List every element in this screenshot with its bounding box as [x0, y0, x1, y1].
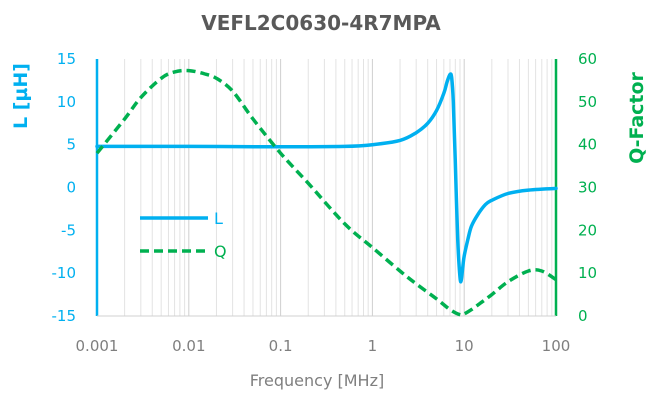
y-axis-left-label: L [µH] — [10, 63, 32, 129]
legend-label-q: Q — [214, 242, 227, 261]
series-lines — [95, 68, 558, 317]
y-left-tick-label: -15 — [52, 307, 77, 325]
y-left-tick-label: 10 — [57, 93, 76, 111]
chart-title: VEFL2C0630-4R7MPA — [201, 11, 441, 35]
legend: LQ — [140, 209, 227, 261]
x-tick-label: 1 — [368, 337, 378, 355]
series-line-q — [95, 68, 557, 317]
y-right-tick-label: 20 — [578, 221, 597, 239]
y-left-tick-label: -10 — [52, 264, 77, 282]
legend-label-l: L — [214, 209, 223, 228]
series-line-l — [95, 72, 558, 284]
x-tick-label: 100 — [542, 337, 571, 355]
y-right-tick-label: 10 — [578, 264, 597, 282]
y-left-tick-label: 5 — [66, 136, 76, 154]
y-right-tick-label: 40 — [578, 136, 597, 154]
y-axis-right-label: Q-Factor — [626, 71, 648, 163]
x-tick-label: 0.01 — [172, 337, 205, 355]
y-right-tick-label: 30 — [578, 179, 597, 197]
x-tick-label: 0.1 — [269, 337, 293, 355]
y-right-tick-label: 0 — [578, 307, 588, 325]
x-axis-label: Frequency [MHz] — [250, 371, 384, 390]
grid — [96, 59, 557, 316]
y-left-tick-label: 15 — [57, 50, 76, 68]
y-left-tick-label: 0 — [66, 179, 76, 197]
x-tick-label: 0.001 — [76, 337, 119, 355]
y-left-tick-label: -5 — [61, 221, 76, 239]
x-tick-label: 10 — [455, 337, 474, 355]
y-right-tick-label: 50 — [578, 93, 597, 111]
y-right-tick-label: 60 — [578, 50, 597, 68]
